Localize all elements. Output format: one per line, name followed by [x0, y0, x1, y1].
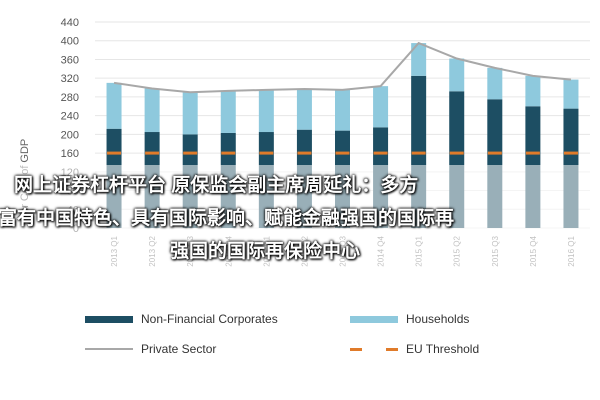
- legend-swatch-eu-threshold: [350, 346, 398, 353]
- legend-item-non-financial: Non-Financial Corporates: [85, 312, 278, 326]
- legend-item-households: Households: [350, 312, 469, 326]
- watermark-overlay: 网上证券杠杆平台 原保监会副主席周延礼：多方 富有中国特色、具有国际影响、赋能金…: [0, 165, 600, 270]
- bar-households: [296, 88, 312, 130]
- line-private-sector: [113, 41, 572, 94]
- y-tick-label: 200: [61, 129, 79, 141]
- y-tick-label: 280: [61, 92, 79, 104]
- bar-households: [220, 90, 236, 133]
- overlay-line-3: 强国的国际再保险中心: [170, 241, 361, 262]
- legend-label-households: Households: [406, 312, 470, 326]
- legend-swatch-households: [350, 315, 398, 323]
- y-tick-label: 360: [61, 54, 79, 66]
- bar-households: [373, 86, 389, 128]
- bar-households: [449, 58, 465, 92]
- y-tick-label: 240: [61, 111, 79, 123]
- y-tick-label: 400: [61, 36, 79, 48]
- bar-households: [335, 89, 350, 131]
- bar-households: [182, 92, 198, 135]
- bar-households: [525, 75, 541, 107]
- bar-households: [411, 43, 427, 76]
- legend-swatch-private-sector: [85, 348, 133, 350]
- y-tick-label: 440: [61, 17, 79, 29]
- bar-households: [487, 67, 503, 100]
- legend-swatch-non-financial: [85, 315, 133, 323]
- legend-item-eu-threshold: EU Threshold: [350, 342, 479, 356]
- y-tick-label: 160: [61, 148, 79, 160]
- bar-households: [106, 82, 122, 129]
- overlay-line-1: 网上证券杠杆平台 原保监会副主席周延礼：多方: [14, 175, 419, 196]
- bar-households: [258, 89, 274, 133]
- overlay-line-2: 富有中国特色、具有国际影响、赋能金融强国的国际再: [0, 208, 455, 229]
- y-tick-label: 320: [61, 73, 79, 85]
- bar-households: [563, 79, 579, 109]
- legend-label-private-sector: Private Sector: [141, 342, 217, 356]
- legend-item-private-sector: Private Sector: [85, 342, 216, 356]
- bar-households: [144, 88, 160, 133]
- legend-label-eu-threshold: EU Threshold: [406, 342, 480, 356]
- lines: [107, 41, 578, 155]
- legend: Non-Financial Corporates Households Priv…: [85, 312, 545, 372]
- legend-label-non-financial: Non-Financial Corporates: [141, 312, 278, 326]
